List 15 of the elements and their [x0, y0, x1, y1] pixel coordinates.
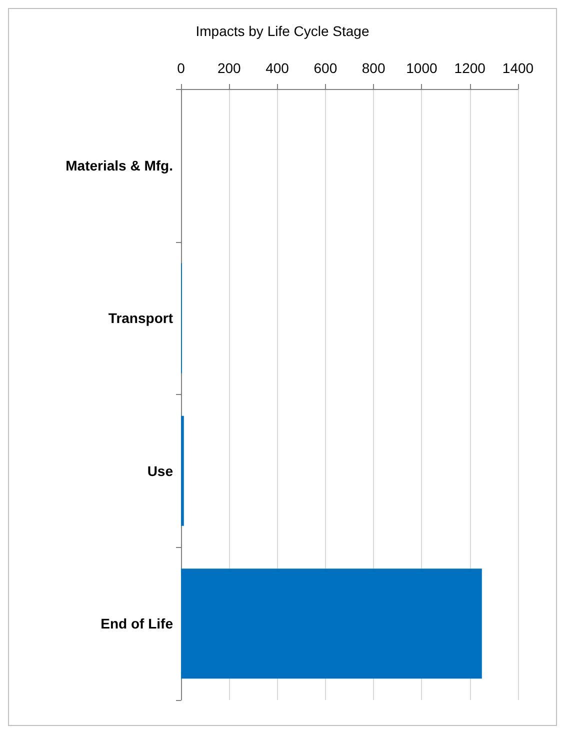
x-tick-label: 800	[362, 60, 386, 76]
x-tick-label: 600	[314, 60, 338, 76]
y-tick-label: Materials & Mfg.	[66, 157, 173, 174]
x-tick-label: 0	[177, 60, 186, 76]
y-tick-label: Use	[147, 462, 174, 479]
chart-title: Impacts by Life Cycle Stage	[196, 23, 370, 39]
x-tick-label: 400	[266, 60, 290, 76]
bar	[181, 568, 482, 679]
x-tick-label: 1000	[406, 60, 438, 76]
x-tick-label: 1200	[454, 60, 486, 76]
y-tick-label: Transport	[108, 310, 174, 326]
bar	[181, 416, 184, 526]
x-tick-label: 200	[217, 60, 242, 76]
y-tick-label: End of Life	[100, 616, 174, 632]
x-tick-label: 1400	[502, 60, 534, 76]
